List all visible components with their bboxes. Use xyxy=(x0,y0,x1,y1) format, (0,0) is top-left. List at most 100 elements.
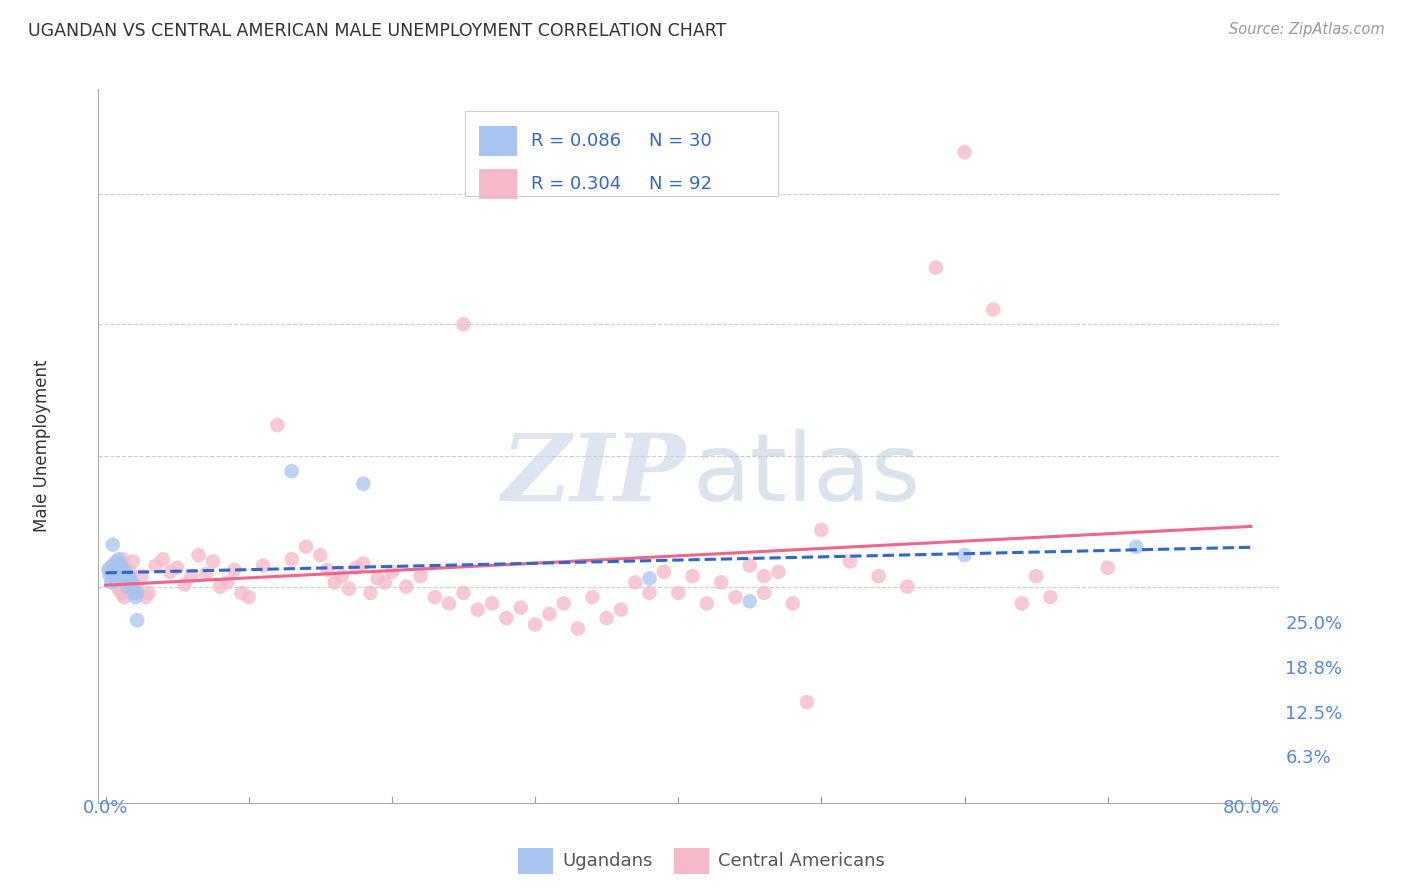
Point xyxy=(103,567,125,582)
Point xyxy=(266,417,288,432)
Point xyxy=(1025,569,1047,583)
Point xyxy=(120,574,142,588)
Point xyxy=(330,569,353,583)
Point xyxy=(217,575,239,590)
Text: N = 30: N = 30 xyxy=(648,132,711,150)
Point xyxy=(696,596,718,610)
Point xyxy=(595,611,617,625)
Point xyxy=(122,586,145,600)
Point xyxy=(110,586,132,600)
Point xyxy=(135,590,157,604)
Point xyxy=(796,695,818,709)
Point xyxy=(209,580,232,594)
Point xyxy=(553,596,575,610)
Point xyxy=(180,569,202,583)
Point xyxy=(105,558,128,573)
Point xyxy=(481,596,503,610)
Point xyxy=(124,590,146,604)
Point xyxy=(131,569,153,583)
Point xyxy=(738,558,761,573)
Point xyxy=(409,569,432,583)
Point xyxy=(467,603,489,617)
Point xyxy=(896,580,918,594)
Point xyxy=(453,318,475,332)
Point xyxy=(868,569,890,583)
Point xyxy=(111,552,134,566)
Point xyxy=(752,586,775,600)
Point xyxy=(103,557,125,571)
Point xyxy=(395,580,418,594)
Point xyxy=(495,611,517,625)
Point xyxy=(159,565,181,579)
Point xyxy=(231,586,253,600)
Point xyxy=(309,548,332,562)
Point xyxy=(768,565,790,579)
Text: Central Americans: Central Americans xyxy=(718,853,886,871)
Point xyxy=(352,557,374,571)
Point xyxy=(381,565,404,579)
Point xyxy=(145,558,167,573)
Point xyxy=(252,558,274,573)
Point xyxy=(953,145,976,160)
Point xyxy=(624,575,647,590)
Point xyxy=(839,554,862,568)
Bar xyxy=(478,169,516,199)
Point xyxy=(108,565,131,579)
Point xyxy=(437,596,460,610)
Text: Source: ZipAtlas.com: Source: ZipAtlas.com xyxy=(1229,22,1385,37)
Point xyxy=(238,590,260,604)
Point xyxy=(107,552,129,566)
Bar xyxy=(478,127,516,156)
Point xyxy=(1097,560,1119,574)
Point xyxy=(344,560,367,574)
Point xyxy=(224,563,246,577)
Point xyxy=(117,571,139,585)
Text: N = 92: N = 92 xyxy=(648,175,711,193)
Text: 12.5%: 12.5% xyxy=(1285,705,1343,723)
Point xyxy=(638,586,661,600)
Point xyxy=(125,586,148,600)
Point xyxy=(567,622,589,636)
Point xyxy=(509,600,531,615)
Text: 18.8%: 18.8% xyxy=(1285,660,1343,678)
Point xyxy=(1125,540,1147,554)
Point xyxy=(122,582,145,596)
Point xyxy=(173,577,195,591)
Point xyxy=(115,575,138,590)
Point xyxy=(138,586,160,600)
Bar xyxy=(673,848,709,874)
Point xyxy=(121,582,143,596)
Point xyxy=(111,560,134,574)
Point xyxy=(374,575,396,590)
Point xyxy=(112,590,135,604)
Point xyxy=(710,575,733,590)
Text: 80.0%: 80.0% xyxy=(1222,798,1279,816)
Point xyxy=(316,563,339,577)
Bar xyxy=(517,848,553,874)
Point xyxy=(101,558,124,573)
Point xyxy=(120,586,142,600)
Point xyxy=(110,569,132,583)
Point xyxy=(367,571,389,585)
Point xyxy=(121,554,143,568)
Point xyxy=(538,607,561,621)
Point xyxy=(782,596,804,610)
Point xyxy=(981,302,1004,317)
Point xyxy=(280,552,302,566)
Point xyxy=(280,464,302,478)
Point xyxy=(724,590,747,604)
Text: Male Unemployment: Male Unemployment xyxy=(32,359,51,533)
Text: 25.0%: 25.0% xyxy=(1285,615,1343,633)
Point xyxy=(453,586,475,600)
Point xyxy=(152,552,174,566)
Point xyxy=(97,563,120,577)
Point xyxy=(125,580,148,594)
Point xyxy=(125,613,148,627)
Point xyxy=(610,603,633,617)
Point xyxy=(1011,596,1033,610)
Point xyxy=(114,563,136,577)
Text: R = 0.304: R = 0.304 xyxy=(530,175,621,193)
Point xyxy=(1039,590,1062,604)
Point xyxy=(108,557,131,571)
Point xyxy=(107,582,129,596)
